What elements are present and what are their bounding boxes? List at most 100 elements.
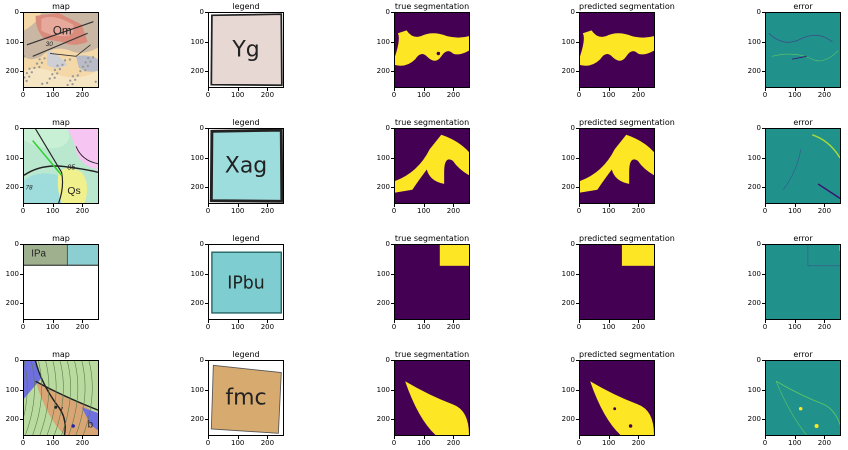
true-seg-panel: true segmentation 0 100 200 0 100 200	[377, 2, 470, 99]
y-tick-label: 100	[376, 385, 390, 394]
x-tick-mark	[237, 204, 239, 207]
true-seg-panel: true segmentation 0 100 200 0 100 200	[377, 234, 470, 331]
y-tick-mark	[205, 41, 208, 43]
x-tick-label: 200	[75, 91, 90, 99]
y-tick-mark	[20, 303, 23, 305]
x-tick-label: 100	[46, 439, 60, 447]
x-tick-mark	[794, 320, 796, 323]
x-tick-mark	[453, 204, 455, 207]
pred-seg-image	[579, 128, 655, 204]
map-image: IPa	[23, 244, 99, 320]
x-tick-label: 100	[417, 323, 431, 331]
x-tick-mark	[579, 320, 580, 323]
x-tick-mark	[423, 436, 425, 439]
map-panel: map Om 30 0 100 200 0 100 200	[6, 2, 99, 99]
y-tick-mark	[205, 389, 208, 391]
y-tick-label: 200	[561, 67, 575, 76]
true-seg-panel: true segmentation 0 100 200 0 100 200	[377, 350, 470, 447]
y-tick-mark	[20, 244, 23, 245]
x-tick-mark	[579, 204, 580, 207]
y-tick-label: 100	[747, 385, 761, 394]
x-tick-mark	[23, 436, 24, 439]
y-tick-label: 0	[385, 8, 390, 16]
y-tick-label: 0	[756, 240, 761, 248]
pred-seg-image	[579, 12, 655, 88]
x-tick-label: 200	[817, 323, 832, 331]
x-tick-mark	[267, 436, 269, 439]
x-tick-mark	[794, 88, 796, 91]
x-tick-label: 100	[788, 323, 802, 331]
x-tick-mark	[765, 436, 766, 439]
panel-title: map	[52, 2, 70, 11]
x-tick-mark	[208, 204, 209, 207]
y-tick-mark	[20, 273, 23, 275]
y-tick-label: 200	[747, 67, 761, 76]
y-tick-label: 200	[376, 299, 390, 308]
y-tick-label: 200	[5, 67, 19, 76]
x-tick-mark	[453, 436, 455, 439]
x-tick-label: 0	[576, 91, 582, 99]
x-tick-label: 0	[762, 323, 768, 331]
x-tick-label: 200	[446, 323, 461, 331]
y-tick-mark	[576, 71, 579, 73]
y-tick-label: 100	[5, 269, 19, 278]
x-tick-label: 0	[20, 323, 26, 331]
x-tick-mark	[23, 88, 24, 91]
y-tick-mark	[576, 128, 579, 129]
x-tick-label: 100	[788, 91, 802, 99]
y-tick-label: 0	[756, 124, 761, 132]
pred-seg-image	[579, 360, 655, 436]
y-tick-label: 100	[190, 37, 204, 46]
y-tick-mark	[20, 41, 23, 43]
x-tick-label: 200	[817, 439, 832, 447]
y-tick-label: 0	[14, 8, 19, 16]
y-tick-label: 200	[5, 299, 19, 308]
x-tick-mark	[423, 320, 425, 323]
x-tick-mark	[267, 88, 269, 91]
y-tick-label: 0	[570, 356, 575, 364]
y-tick-label: 0	[14, 356, 19, 364]
x-tick-mark	[453, 88, 455, 91]
panel-title: legend	[232, 234, 260, 243]
panel-title: legend	[232, 2, 260, 11]
legend-label: fmc	[225, 385, 266, 410]
legend-panel: legend Xag 0 100 200 0 100 200	[191, 118, 284, 215]
true-seg-image	[394, 360, 470, 436]
y-tick-label: 0	[570, 124, 575, 132]
x-tick-mark	[82, 436, 84, 439]
x-tick-label: 200	[817, 207, 832, 215]
x-tick-label: 200	[260, 91, 275, 99]
x-tick-mark	[794, 436, 796, 439]
x-tick-mark	[824, 204, 826, 207]
x-tick-label: 0	[391, 439, 397, 447]
pred-seg-panel: predicted segmentation 0 100 200 0 100 200	[562, 234, 675, 331]
x-tick-mark	[237, 436, 239, 439]
y-tick-label: 200	[376, 67, 390, 76]
x-tick-label: 0	[391, 91, 397, 99]
y-tick-mark	[762, 303, 765, 305]
panel-title: predicted segmentation	[579, 234, 675, 243]
x-tick-label: 200	[260, 323, 275, 331]
y-tick-label: 100	[561, 385, 575, 394]
x-tick-mark	[638, 204, 640, 207]
y-tick-mark	[762, 360, 765, 361]
y-tick-mark	[20, 360, 23, 361]
y-tick-mark	[391, 71, 394, 73]
panel-title: error	[793, 118, 813, 127]
x-tick-mark	[638, 320, 640, 323]
error-panel: error 0 100 200 0 100 200	[748, 2, 841, 99]
y-tick-mark	[576, 41, 579, 43]
y-tick-mark	[20, 71, 23, 73]
y-tick-mark	[762, 419, 765, 421]
x-tick-label: 0	[20, 91, 26, 99]
y-tick-mark	[391, 187, 394, 189]
y-tick-mark	[762, 244, 765, 245]
x-tick-label: 100	[417, 439, 431, 447]
map-label: Om	[53, 26, 72, 38]
x-tick-mark	[423, 88, 425, 91]
y-tick-label: 200	[190, 183, 204, 192]
y-tick-mark	[391, 12, 394, 13]
y-tick-mark	[576, 360, 579, 361]
x-tick-mark	[638, 436, 640, 439]
y-tick-label: 100	[5, 153, 19, 162]
